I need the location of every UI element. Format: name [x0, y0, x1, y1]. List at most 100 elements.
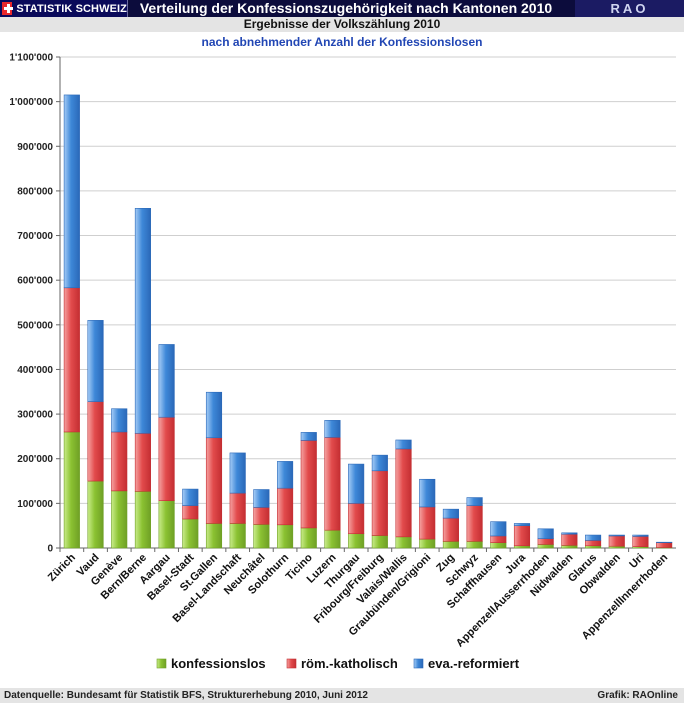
- y-tick-label: 500'000: [17, 320, 53, 331]
- bar-segment: [182, 518, 199, 549]
- x-tick-label: Uri: [627, 552, 646, 571]
- bar-segment: [585, 534, 602, 541]
- bar-segment: [490, 542, 507, 549]
- bar-segment: [513, 523, 531, 526]
- bar-segment: [537, 544, 554, 549]
- bar-segment: [371, 454, 388, 472]
- bar-segment: [561, 533, 578, 546]
- bar-segment: [466, 541, 483, 549]
- stacked-bar-chart: 0 100'000 200'000 300'000 400'000 500'000 600'…: [9, 53, 676, 671]
- bar-segment: [229, 492, 246, 524]
- bar-segment: [608, 535, 625, 547]
- bar-segment: [277, 461, 294, 489]
- chart-subsubtitle: nach abnehmender Anzahl der Konfessionsl…: [201, 35, 483, 49]
- bar-segment: [253, 524, 270, 549]
- legend-swatch: [413, 658, 424, 669]
- bar-segment: [419, 478, 436, 508]
- bar-segment: [253, 489, 270, 508]
- y-tick-label: 200'000: [17, 454, 53, 465]
- bar-segment: [111, 490, 128, 549]
- bar-segment: [324, 529, 341, 549]
- bar-segment: [87, 401, 104, 482]
- y-tick-label: 1'100'000: [9, 53, 53, 64]
- bar-segment: [63, 287, 80, 433]
- bar-segment: [87, 320, 104, 402]
- bar-segment: [134, 208, 151, 434]
- bar-segment: [585, 545, 602, 549]
- bar-segment: [419, 506, 436, 540]
- bar-segment: [182, 488, 199, 506]
- bar-segment: [253, 507, 270, 525]
- bar-segment: [87, 480, 104, 549]
- graphic-credit: Grafik: RAOnline: [597, 690, 678, 701]
- legend-label: konfessionslos: [171, 656, 266, 671]
- bar-segment: [111, 431, 128, 492]
- x-tick-label: Zürich: [46, 551, 78, 583]
- bar-segment: [348, 463, 365, 504]
- y-tick-label: 600'000: [17, 276, 53, 287]
- bar-segment: [300, 432, 317, 441]
- bar-segment: [632, 534, 649, 537]
- bar-segment: [277, 524, 294, 549]
- y-tick-label: 300'000: [17, 410, 53, 421]
- bar-segment: [324, 437, 341, 531]
- page-title: Verteilung der Konfessionszugehörigkeit …: [139, 0, 553, 16]
- legend-swatch: [156, 658, 167, 669]
- bar-segment: [63, 94, 80, 289]
- bar-segment: [300, 440, 317, 529]
- brand-badge: STATISTIK SCHWEIZ: [0, 0, 128, 17]
- bar-segment: [205, 437, 223, 524]
- bar-segment: [513, 525, 531, 547]
- bar-segment: [182, 505, 199, 520]
- bar-segment: [134, 491, 151, 549]
- bar-segment: [134, 432, 151, 492]
- bar-segment: [537, 528, 554, 539]
- bar-segment: [632, 536, 649, 547]
- bar-segment: [111, 408, 128, 433]
- legend-label: eva.-reformiert: [428, 656, 520, 671]
- bar-segment: [490, 521, 507, 537]
- bar-segment: [585, 540, 602, 547]
- bar-segment: [419, 538, 436, 549]
- bar-segment: [158, 416, 175, 501]
- bar-segment: [466, 497, 483, 506]
- title-bar: [0, 0, 684, 17]
- bar-segment: [229, 523, 246, 549]
- bar-segment: [608, 534, 625, 537]
- bar-segment: [395, 448, 412, 538]
- legend-label: röm.-katholisch: [301, 656, 398, 671]
- bar-segment: [442, 517, 459, 542]
- y-tick-label: 1'000'000: [9, 97, 53, 108]
- bar-segment: [348, 533, 365, 549]
- bar-segment: [466, 505, 483, 542]
- y-tick-label: 400'000: [17, 365, 53, 376]
- bar-segment: [205, 523, 223, 549]
- y-tick-label: 0: [47, 544, 53, 555]
- bar-segment: [442, 508, 459, 519]
- bar-segment: [561, 532, 578, 535]
- bar-segment: [205, 391, 223, 439]
- bar-segment: [371, 535, 388, 549]
- bar-segment: [561, 545, 578, 549]
- rao-logo: RAO: [575, 0, 684, 17]
- footer: Datenquelle: Bundesamt für Statistik BFS…: [0, 688, 684, 703]
- bar-segment: [442, 541, 459, 549]
- bar-segment: [513, 545, 531, 549]
- bar-segment: [277, 487, 294, 526]
- bar-segment: [490, 535, 507, 543]
- y-tick-label: 100'000: [17, 499, 53, 510]
- data-source: Datenquelle: Bundesamt für Statistik BFS…: [4, 690, 368, 701]
- bar-segment: [63, 431, 80, 549]
- chart-subtitle: Ergebnisse der Volkszählung 2010: [0, 17, 684, 32]
- y-tick-label: 700'000: [17, 231, 53, 242]
- bar-segment: [537, 538, 554, 545]
- bar-segment: [656, 542, 673, 548]
- bar-segment: [348, 503, 365, 535]
- bar-segment: [324, 420, 341, 438]
- y-tick-label: 900'000: [17, 142, 53, 153]
- bar-segment: [229, 452, 246, 494]
- bar-segment: [395, 439, 412, 450]
- legend-swatch: [286, 658, 297, 669]
- bar-segment: [371, 470, 388, 536]
- bar-segment: [395, 536, 412, 549]
